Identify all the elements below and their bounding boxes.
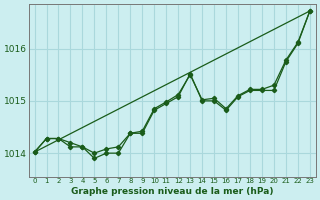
X-axis label: Graphe pression niveau de la mer (hPa): Graphe pression niveau de la mer (hPa): [71, 187, 274, 196]
